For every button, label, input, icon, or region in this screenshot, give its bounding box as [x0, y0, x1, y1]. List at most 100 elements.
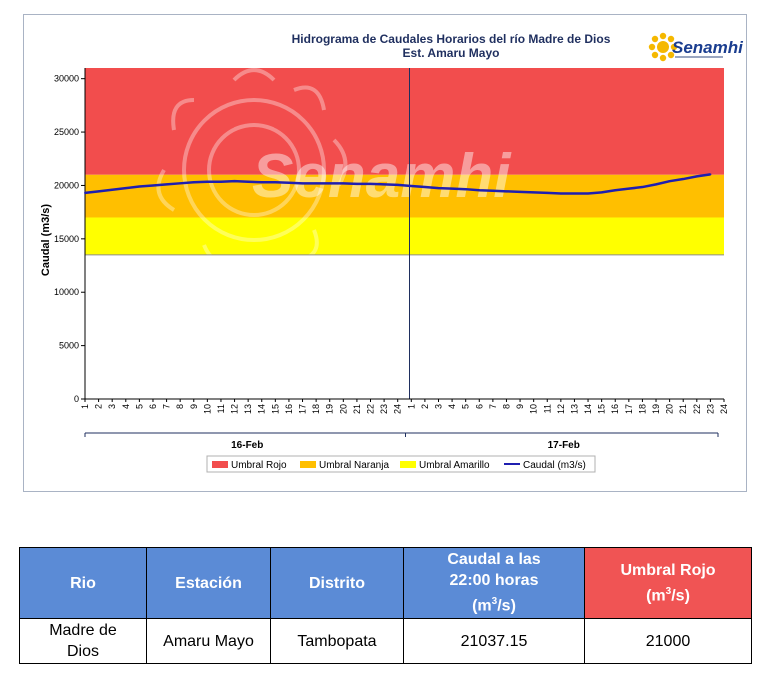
x-tick-label: 20 [665, 404, 675, 414]
data-point [655, 183, 658, 186]
data-point [614, 189, 617, 192]
data-point [600, 191, 603, 194]
x-tick-label: 10 [202, 404, 212, 414]
watermark: Senamhi [156, 68, 512, 265]
sun-logo-icon [648, 32, 678, 62]
x-tick-label: 5 [134, 404, 144, 409]
header-caudal-unit-sup: 3 [491, 596, 498, 608]
data-point [559, 192, 562, 195]
x-tick-label: 17 [624, 404, 634, 414]
cell-rio-line2: Dios [66, 643, 99, 660]
data-point [491, 189, 494, 192]
data-point [219, 180, 222, 183]
data-point [260, 181, 263, 184]
y-axis-label: Caudal (m3/s) [40, 204, 52, 276]
x-tick-label: 1 [406, 404, 416, 409]
gridlines [85, 68, 724, 399]
cell-estacion: Amaru Mayo [146, 618, 271, 664]
data-point [97, 190, 100, 193]
x-tick-label: 23 [379, 404, 389, 414]
table-header-row: Rio Estación Distrito Caudal a las 22:00… [19, 547, 752, 619]
header-rio: Rio [19, 547, 147, 619]
header-caudal-line1: Caudal a las [447, 551, 541, 569]
x-tick-label: 3 [433, 404, 443, 409]
data-point [192, 181, 195, 184]
x-tick-label: 8 [175, 404, 185, 409]
legend-swatch [300, 461, 316, 468]
cell-distrito: Tambopata [270, 618, 404, 664]
band-umbral-amarillo [85, 217, 724, 255]
data-point [532, 191, 535, 194]
data-point [179, 182, 182, 185]
x-tick-label: 24 [393, 404, 403, 414]
data-point [682, 178, 685, 181]
data-point [369, 182, 372, 185]
x-tick-label: 15 [597, 404, 607, 414]
header-caudal-unit-post: /s) [497, 597, 516, 615]
data-point [301, 182, 304, 185]
x-tick-label: 12 [556, 404, 566, 414]
legend-swatch [400, 461, 416, 468]
x-tick-label: 6 [148, 404, 158, 409]
x-tick-label: 19 [651, 404, 661, 414]
data-point [247, 180, 250, 183]
watermark-text: Senamhi [252, 142, 512, 211]
hydrograph-chart: Senamhi 0 5000 10000 15000 20000 25000 30000 1… [40, 32, 744, 473]
data-point [206, 180, 209, 183]
x-tick-label: 20 [338, 404, 348, 414]
info-table: Rio Estación Distrito Caudal a las 22:00… [19, 547, 752, 664]
chart-title: Hidrograma de Caudales Horarios del río … [292, 32, 611, 46]
header-caudal-unit-pre: (m [472, 597, 492, 615]
x-tick-label: 11 [216, 404, 226, 413]
x-tick-label: 14 [583, 404, 593, 414]
x-tick-label: 2 [420, 404, 430, 409]
x-tick-label: 18 [637, 404, 647, 414]
band-umbral-rojo [85, 68, 724, 175]
data-point [124, 187, 127, 190]
data-point [138, 185, 141, 188]
header-distrito: Distrito [270, 547, 404, 619]
legend-entry: Umbral Amarillo [419, 460, 490, 471]
x-tick-label: 4 [121, 404, 131, 409]
x-tick-label: 15 [270, 404, 280, 414]
x-tick-label: 16 [284, 404, 294, 414]
header-estacion: Estación [146, 547, 271, 619]
watermark-sun-icon [156, 68, 348, 265]
data-point [437, 187, 440, 190]
x-tick-label: 18 [311, 404, 321, 414]
data-point [627, 187, 630, 190]
y-tick-label: 25000 [54, 127, 79, 137]
day-labels: 16-Feb 17-Feb [231, 440, 580, 451]
threshold-bands [85, 68, 724, 255]
data-point [464, 188, 467, 191]
x-tick-label: 7 [488, 404, 498, 409]
data-point [287, 181, 290, 184]
x-tick-label: 9 [515, 404, 525, 409]
day-label: 16-Feb [231, 440, 263, 451]
series-layer [84, 173, 712, 195]
data-point [274, 181, 277, 184]
x-tick-label: 11 [542, 404, 552, 413]
y-tick-label: 15000 [54, 234, 79, 244]
x-tick-label: 14 [257, 404, 267, 414]
x-tick-label: 22 [692, 404, 702, 414]
data-point [165, 183, 168, 186]
x-tick-label: 24 [719, 404, 729, 414]
data-point [573, 192, 576, 195]
x-tick-label: 10 [529, 404, 539, 414]
legend-entry: Caudal (m3/s) [523, 460, 586, 471]
x-tick-label: 9 [189, 404, 199, 409]
x-tick-label: 1 [80, 404, 90, 409]
cell-rio-line1: Madre de [49, 622, 117, 639]
logo-text: Senamhi [672, 38, 744, 57]
x-tick-label: 22 [366, 404, 376, 414]
x-tick-label: 17 [298, 404, 308, 414]
data-point [505, 190, 508, 193]
data-point [641, 186, 644, 189]
x-tick-label: 7 [162, 404, 172, 409]
legend: Umbral Rojo Umbral Naranja Umbral Amarillo… [206, 455, 596, 473]
data-point [233, 180, 236, 183]
x-tick-label: 13 [569, 404, 579, 414]
axes [81, 68, 725, 437]
data-point [709, 173, 712, 176]
